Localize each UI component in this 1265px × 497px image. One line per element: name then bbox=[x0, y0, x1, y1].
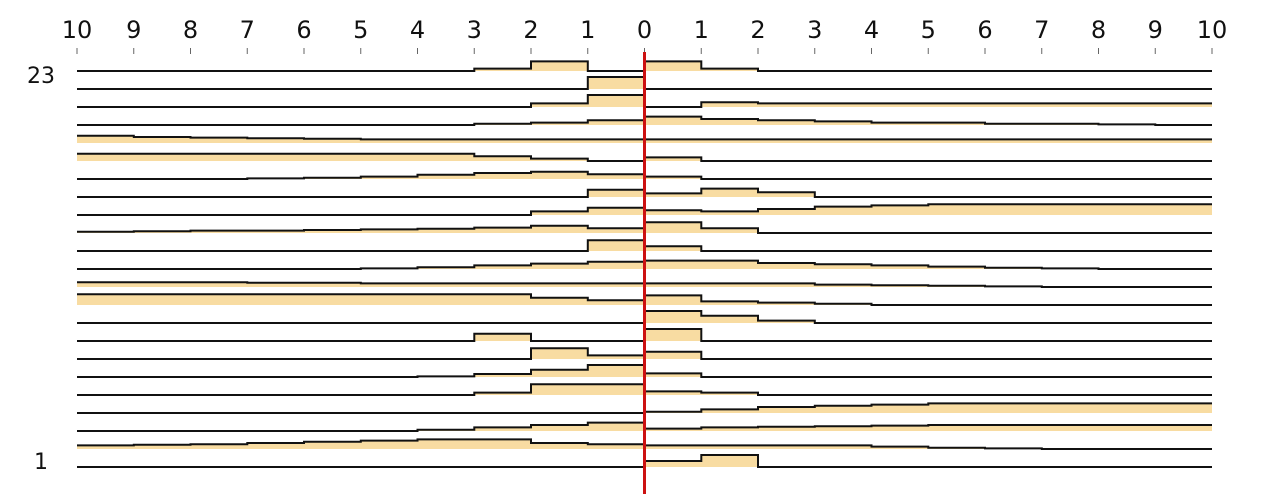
x-tick-label: 5 bbox=[921, 16, 936, 44]
row-12-outline bbox=[77, 259, 1212, 270]
row-16-outline bbox=[77, 187, 1212, 198]
x-tick-label: 10 bbox=[1197, 16, 1228, 44]
x-tick-label: 10 bbox=[62, 16, 93, 44]
row-17-outline bbox=[77, 170, 1212, 180]
x-tick-label: 6 bbox=[296, 16, 311, 44]
x-tick-label: 3 bbox=[467, 16, 482, 44]
x-tick-label: 2 bbox=[523, 16, 538, 44]
x-tick-label: 4 bbox=[864, 16, 879, 44]
x-tick-label: 4 bbox=[410, 16, 425, 44]
row-4-fill bbox=[77, 403, 1212, 413]
x-axis-ticks: 10 9 8 7 6 5 4 3 2 1 0 1 2 3 4 5 6 7 8 9 10 bbox=[62, 16, 1228, 54]
x-tick-label: 2 bbox=[750, 16, 765, 44]
x-tick-label: 0 bbox=[637, 16, 652, 44]
row-label-bottom: 1 bbox=[34, 450, 48, 475]
x-tick-label: 6 bbox=[977, 16, 992, 44]
x-tick-label: 7 bbox=[1034, 16, 1049, 44]
row-18-outline bbox=[77, 152, 1212, 162]
x-tick-label: 9 bbox=[126, 16, 141, 44]
row-15-outline bbox=[77, 203, 1212, 216]
row-10-outline bbox=[77, 293, 1212, 306]
x-tick-label: 3 bbox=[807, 16, 822, 44]
row-11-outline bbox=[77, 281, 1212, 288]
row-label-top: 23 bbox=[27, 64, 55, 89]
row-19-outline bbox=[77, 134, 1212, 141]
row-20-outline bbox=[77, 115, 1212, 126]
x-tick-label: 8 bbox=[1091, 16, 1106, 44]
x-tick-label: 1 bbox=[694, 16, 709, 44]
row-2-outline bbox=[77, 438, 1212, 450]
row-14-outline bbox=[77, 221, 1212, 234]
x-tick-label: 9 bbox=[1148, 16, 1163, 44]
row-6-outline bbox=[77, 364, 1212, 378]
row-4-outline bbox=[77, 402, 1212, 414]
row-1-outline bbox=[77, 454, 1212, 468]
row-9-outline bbox=[77, 310, 1212, 324]
x-tick-label: 7 bbox=[240, 16, 255, 44]
x-tick-label: 8 bbox=[183, 16, 198, 44]
x-tick-label: 5 bbox=[353, 16, 368, 44]
x-tick-label: 1 bbox=[580, 16, 595, 44]
